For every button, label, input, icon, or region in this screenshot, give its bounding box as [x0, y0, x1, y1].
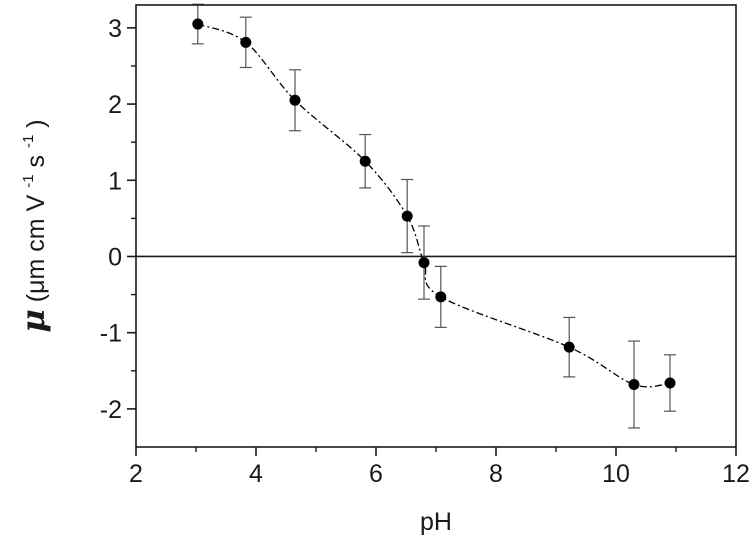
- data-point: [192, 18, 204, 30]
- data-point: [563, 341, 575, 353]
- y-tick-label: -2: [100, 396, 122, 424]
- y-axis-exp1: -1: [20, 174, 37, 187]
- x-tick-label: 8: [489, 460, 503, 488]
- x-tick-label: 10: [602, 460, 630, 488]
- data-point: [359, 155, 371, 167]
- x-tick-label: 2: [129, 460, 143, 488]
- data-point: [240, 36, 252, 48]
- data-point: [628, 379, 640, 391]
- x-tick-label: 6: [369, 460, 383, 488]
- y-tick-label: 2: [108, 91, 122, 119]
- x-axis-title: pH: [420, 508, 452, 536]
- data-point: [418, 257, 430, 269]
- y-tick-label: -1: [100, 320, 122, 348]
- y-tick-label: 3: [108, 15, 122, 43]
- plot-frame: [135, 4, 737, 448]
- x-tick-label: 12: [722, 460, 750, 488]
- trend-line: [197, 23, 671, 388]
- y-axis-exp2: -1: [20, 135, 37, 148]
- data-point: [664, 377, 676, 389]
- plot-area: [136, 3, 736, 429]
- y-axis-symbol: μ: [14, 309, 52, 332]
- y-axis-units-mid: s: [22, 155, 50, 168]
- y-axis-units: (μm cm V: [22, 194, 50, 302]
- y-axis-units-close: ): [22, 119, 50, 127]
- data-point: [289, 94, 301, 106]
- data-point: [401, 210, 413, 222]
- y-tick-label: 1: [108, 167, 122, 195]
- y-tick-label: 0: [108, 243, 122, 271]
- x-tick-label: 4: [249, 460, 263, 488]
- y-axis-title: μ (μm cm V -1 s -1 ): [11, 119, 52, 332]
- data-point: [435, 291, 447, 303]
